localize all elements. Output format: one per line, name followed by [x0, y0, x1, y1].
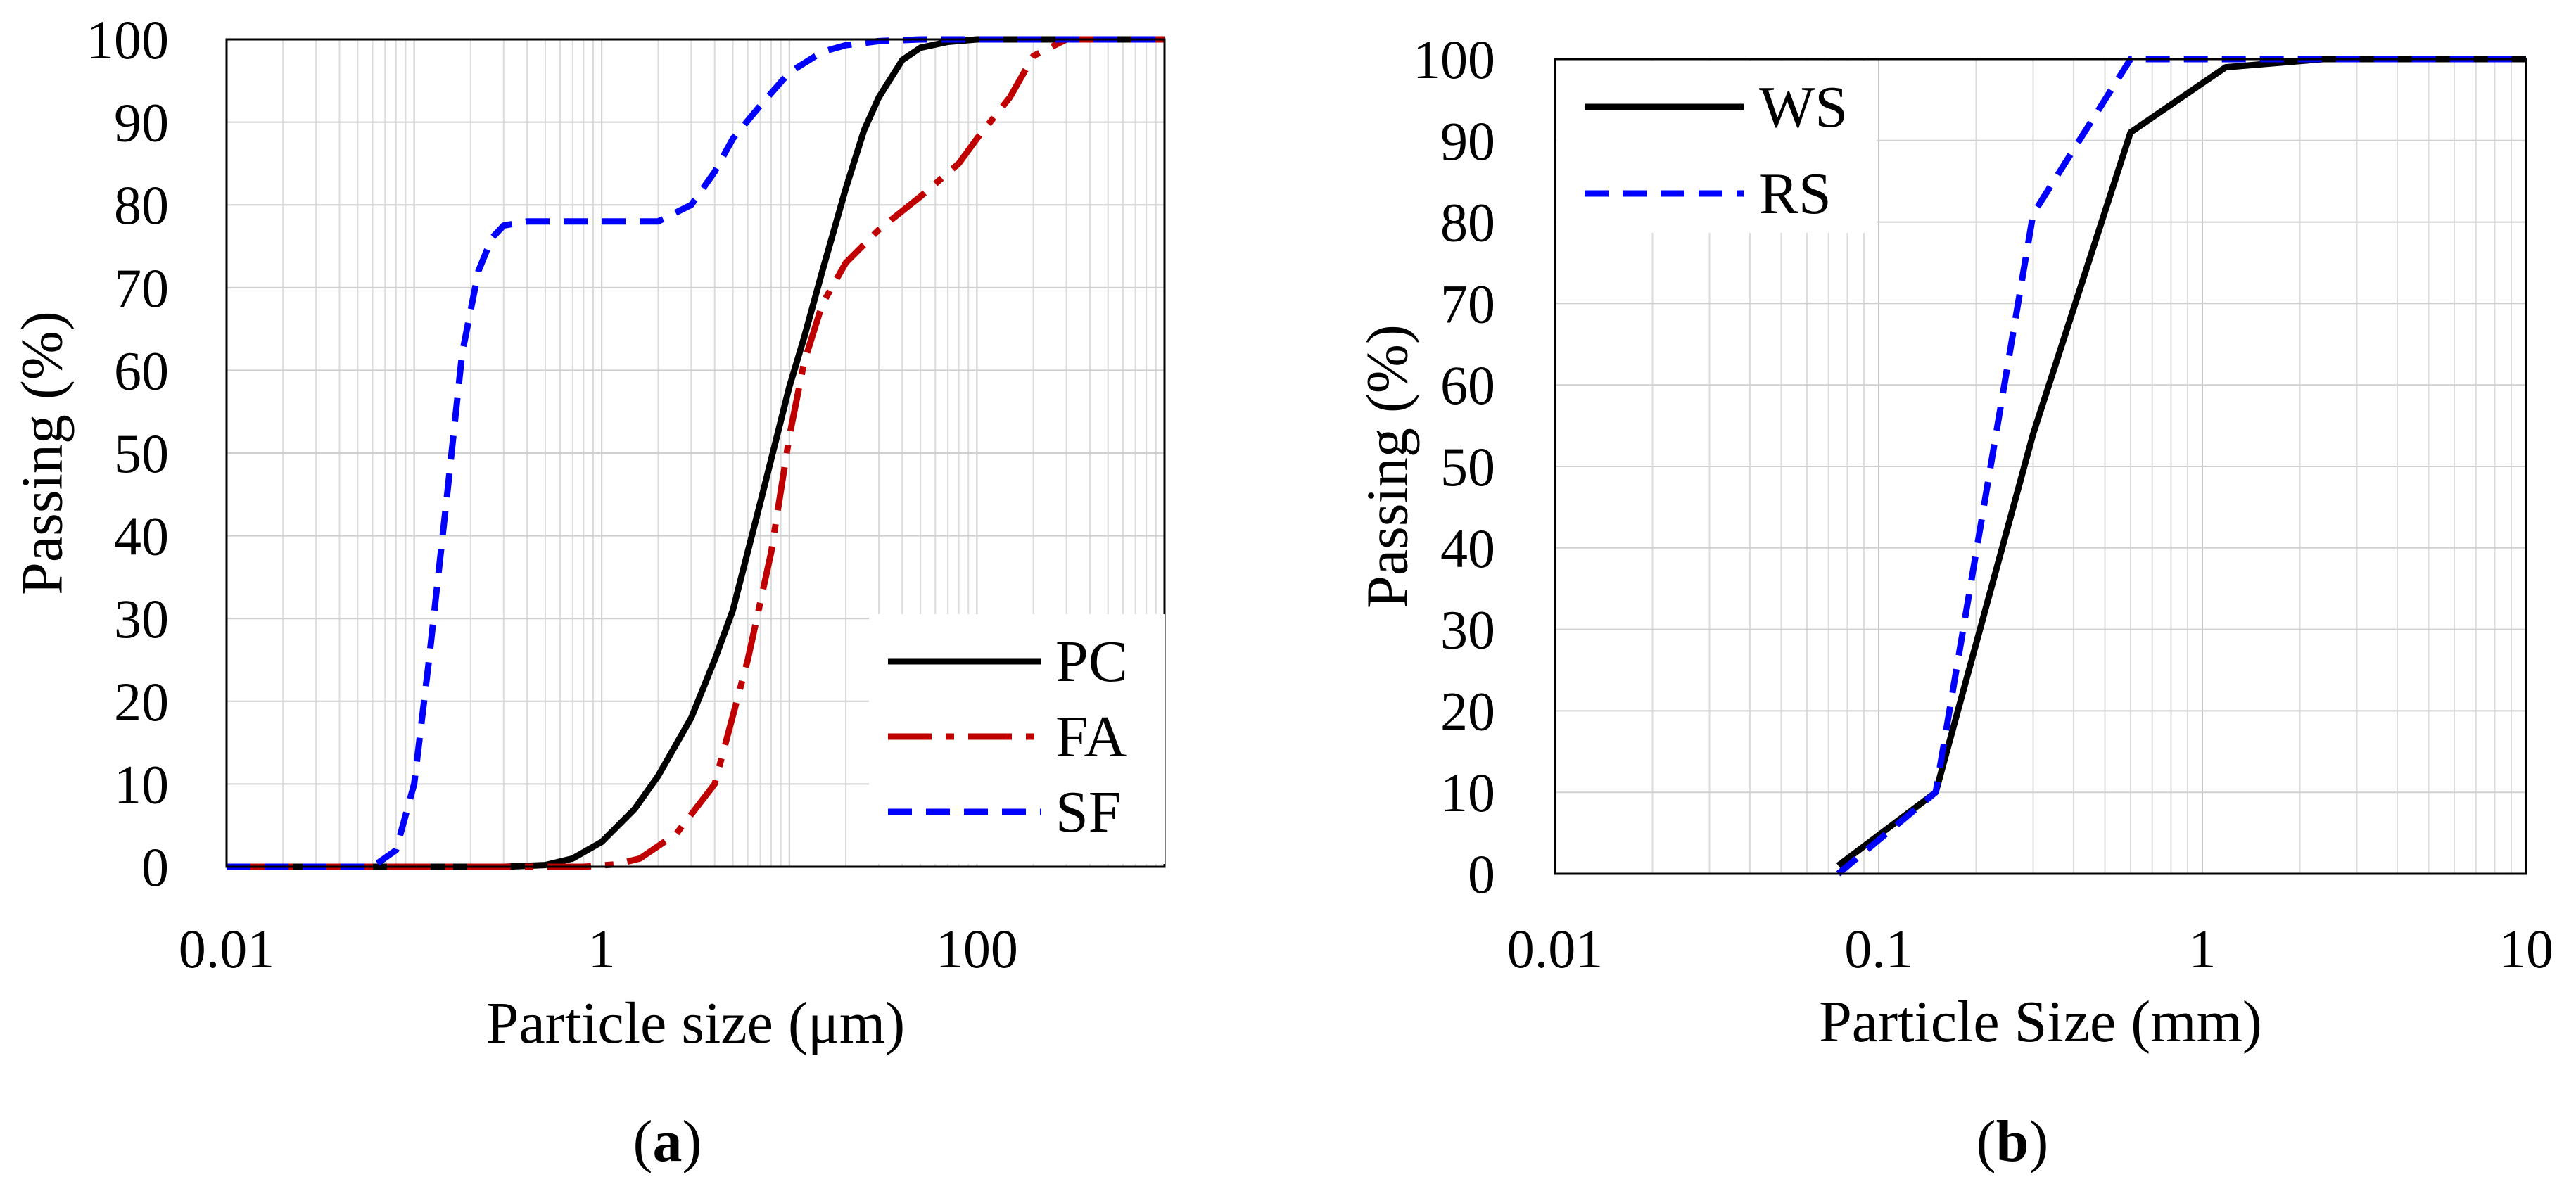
x-tick-label: 1: [588, 918, 616, 979]
panel-b-plot-frame: [1554, 58, 2527, 875]
panel-b-legend: WS RS: [1556, 61, 1877, 233]
y-tick-label: 40: [114, 506, 169, 567]
panel-a-x-tick-labels: 0.01 1 100: [179, 918, 1018, 979]
panel-a-caption: (a): [633, 1109, 702, 1174]
panel-b-y-axis-label: Passing (%): [1354, 324, 1420, 609]
legend-label-rs: RS: [1759, 161, 1832, 227]
panel-b-x-axis-label: Particle Size (mm): [1819, 989, 2262, 1055]
x-tick-label: 0.01: [1507, 918, 1604, 979]
series-line-pc: [227, 36, 1165, 870]
y-tick-label: 70: [1440, 273, 1495, 334]
y-tick-label: 20: [114, 671, 169, 732]
x-tick-label: 10: [2499, 918, 2553, 979]
y-tick-label: 90: [114, 92, 169, 153]
x-tick-label: 100: [936, 918, 1018, 979]
x-tick-label: 0.1: [1844, 918, 1913, 979]
y-tick-label: 0: [1468, 844, 1495, 905]
panel-a-chart: 0 10 20 30 40 50 60 70 80 90 100 0.01 1 100 Particle…: [9, 9, 1166, 1174]
panel-b-x-tick-labels: 0.01 0.1 1 10: [1507, 918, 2553, 979]
x-tick-label: 0.01: [179, 918, 275, 979]
series-line-sf: [227, 36, 1165, 870]
y-tick-label: 20: [1440, 680, 1495, 742]
y-tick-label: 10: [114, 753, 169, 815]
y-tick-label: 10: [1440, 762, 1495, 823]
y-tick-label: 100: [87, 9, 169, 70]
panel-a-series-layer: [227, 36, 1165, 870]
y-tick-label: 100: [1413, 29, 1495, 90]
y-tick-label: 80: [114, 174, 169, 236]
legend-label-ws: WS: [1759, 75, 1848, 140]
y-tick-label: 30: [114, 588, 169, 649]
y-tick-label: 60: [114, 340, 169, 401]
y-tick-label: 50: [114, 423, 169, 484]
panel-a-y-axis-label: Passing (%): [9, 311, 75, 595]
legend-label-sf: SF: [1055, 780, 1121, 845]
panel-a-legend: PC FA SF: [869, 614, 1165, 864]
series-line-fa: [227, 36, 1165, 870]
y-tick-label: 50: [1440, 436, 1495, 497]
panel-b-chart: 0 10 20 30 40 50 60 70 80 90 100 0.01 0.1 1 10 Partic…: [1354, 29, 2553, 1174]
panel-b-legend-box: [1556, 61, 1877, 233]
legend-label-fa: FA: [1055, 704, 1127, 770]
panel-b-caption: (b): [1977, 1109, 2049, 1174]
panel-a-plot-frame: [225, 38, 1166, 868]
y-tick-label: 90: [1440, 110, 1495, 172]
y-tick-label: 80: [1440, 192, 1495, 253]
panel-b-y-tick-labels: 0 10 20 30 40 50 60 70 80 90 100: [1413, 29, 1495, 905]
y-tick-label: 60: [1440, 355, 1495, 416]
y-tick-label: 0: [141, 836, 169, 898]
legend-label-pc: PC: [1055, 629, 1128, 694]
y-tick-label: 30: [1440, 599, 1495, 661]
y-tick-label: 40: [1440, 518, 1495, 579]
x-tick-label: 1: [2189, 918, 2216, 979]
panel-a-x-axis-label: Particle size (μm): [486, 991, 905, 1056]
y-tick-label: 70: [114, 257, 169, 319]
panel-a-y-tick-labels: 0 10 20 30 40 50 60 70 80 90 100: [87, 9, 169, 898]
